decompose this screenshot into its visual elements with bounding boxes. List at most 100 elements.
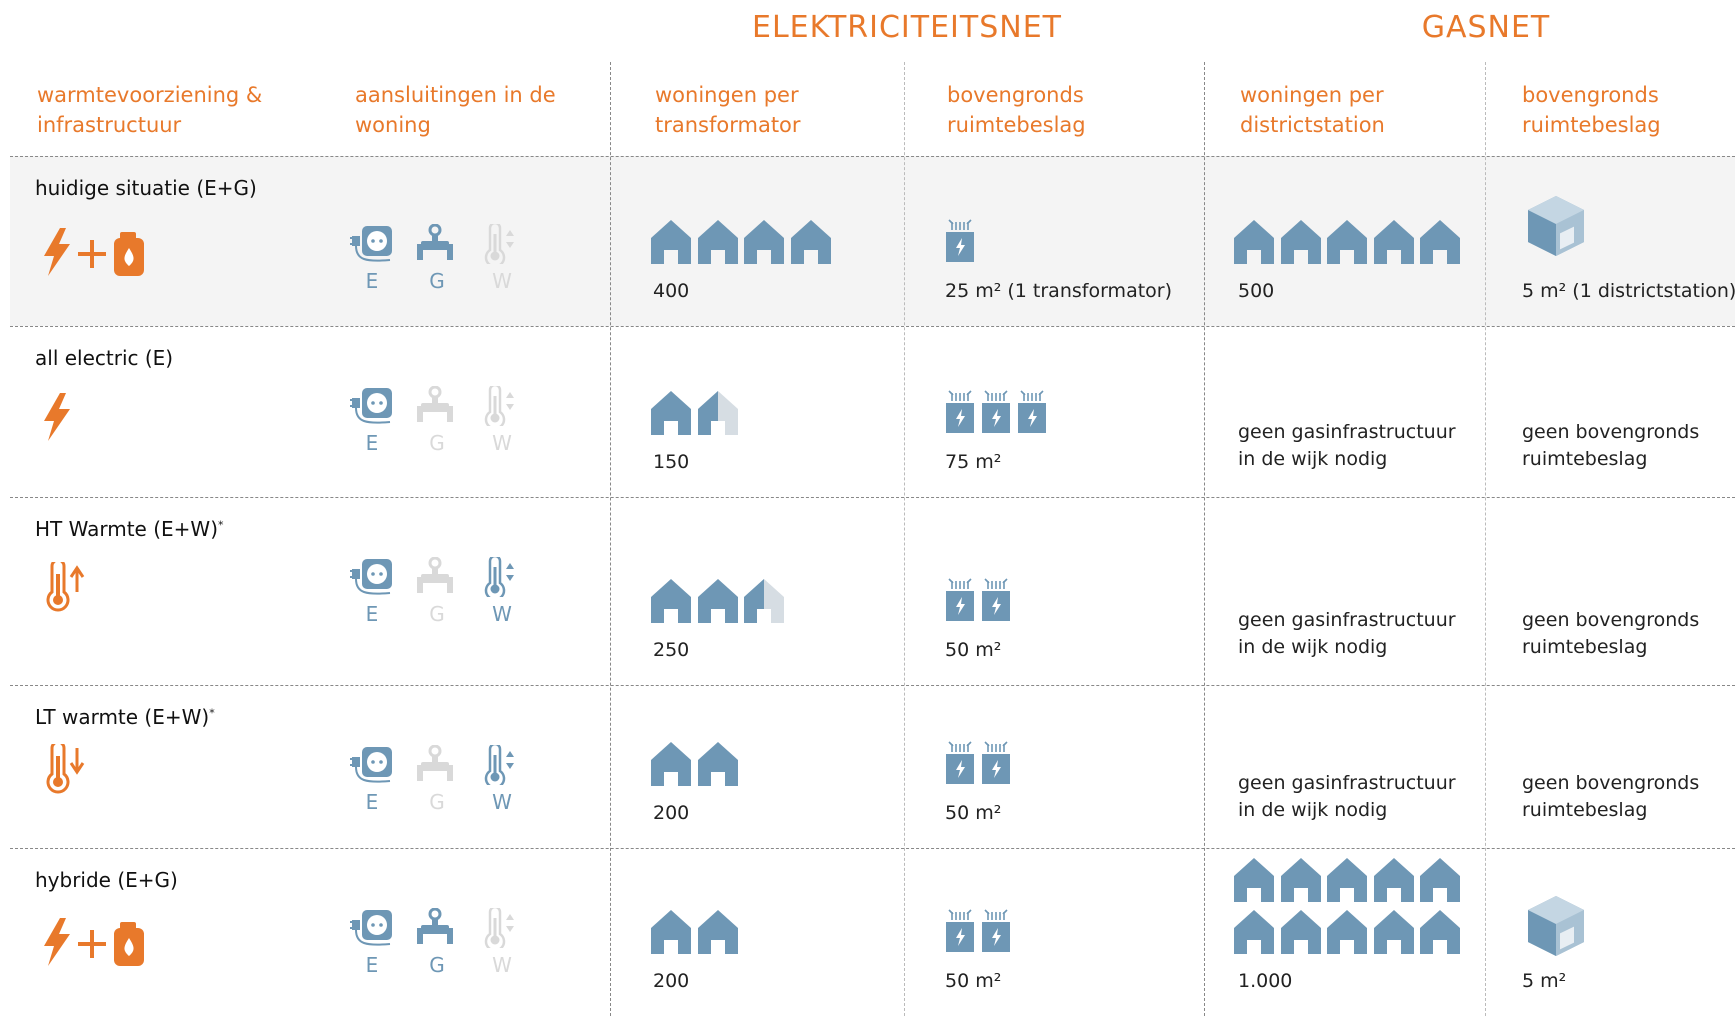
house-icon xyxy=(1420,910,1460,954)
connection-label: G xyxy=(417,602,457,626)
connection-icon xyxy=(480,908,524,948)
connection-icon xyxy=(480,224,524,264)
connection-label: G xyxy=(417,790,457,814)
transformer-icon xyxy=(944,908,976,954)
district-station-icon xyxy=(1526,896,1586,956)
transformer-icon xyxy=(980,908,1012,954)
connection-icon xyxy=(415,386,459,426)
row-name: HT Warmte (E+W)* xyxy=(35,517,224,541)
row-name: huidige situatie (E+G) xyxy=(35,176,257,200)
row-name: LT warmte (E+W)* xyxy=(35,705,215,729)
transformer-area: 50 m² xyxy=(945,970,1001,992)
transformer-area: 50 m² xyxy=(945,802,1001,824)
row-divider xyxy=(10,326,1735,327)
connection-label: G xyxy=(417,953,457,977)
house-icon xyxy=(651,391,691,435)
connection-icon xyxy=(350,908,394,948)
connection-label: E xyxy=(352,790,392,814)
homes-per-transformer: 200 xyxy=(653,970,689,992)
divider xyxy=(1204,62,1205,1016)
column-header: warmtevoorziening & infrastructuur xyxy=(37,80,287,140)
connection-label: E xyxy=(352,269,392,293)
connection-icon xyxy=(480,386,524,426)
house-icon xyxy=(1234,858,1274,902)
footnote-mark: * xyxy=(209,706,215,719)
house-icon xyxy=(1420,220,1460,264)
connection-label: G xyxy=(417,431,457,455)
transformer-icon xyxy=(944,577,976,623)
heat-up-icon xyxy=(44,562,88,612)
transformer-icon xyxy=(980,389,1012,435)
connection-icon xyxy=(350,224,394,264)
electric-gas-icon xyxy=(42,918,157,968)
house-icon xyxy=(744,220,784,264)
row-name: all electric (E) xyxy=(35,346,173,370)
district-station-icon xyxy=(1526,196,1586,256)
area-note: geen bovengronds ruimtebeslag xyxy=(1522,770,1722,824)
house-icon xyxy=(698,742,738,786)
transformer-icon xyxy=(1016,389,1048,435)
transformer-icon xyxy=(980,577,1012,623)
transformer-icon xyxy=(944,389,976,435)
connection-icon xyxy=(350,386,394,426)
homes-per-transformer: 150 xyxy=(653,451,689,473)
electric-gas-icon xyxy=(42,228,157,278)
connection-label: W xyxy=(482,953,522,977)
house-icon xyxy=(1374,910,1414,954)
connection-label: W xyxy=(482,790,522,814)
house-icon xyxy=(1374,220,1414,264)
area-note: geen bovengronds ruimtebeslag xyxy=(1522,607,1722,661)
homes-per-district-station: 500 xyxy=(1238,280,1274,302)
house-icon xyxy=(1281,220,1321,264)
house-icon xyxy=(698,391,738,435)
district-area: 5 m² (1 districtstation) xyxy=(1522,280,1735,302)
divider xyxy=(1485,62,1486,1016)
homes-per-transformer: 400 xyxy=(653,280,689,302)
area-note: geen bovengronds ruimtebeslag xyxy=(1522,419,1722,473)
homes-per-transformer: 200 xyxy=(653,802,689,824)
electric-icon xyxy=(42,393,82,443)
gas-note: geen gasinfrastructuur in de wijk nodig xyxy=(1238,770,1468,824)
connection-icon xyxy=(415,745,459,785)
connection-icon xyxy=(480,745,524,785)
house-icon xyxy=(1420,858,1460,902)
transformer-area: 25 m² (1 transformator) xyxy=(945,280,1172,302)
house-icon xyxy=(651,910,691,954)
connection-icon xyxy=(415,224,459,264)
connection-label: E xyxy=(352,953,392,977)
connection-label: G xyxy=(417,269,457,293)
transformer-icon xyxy=(944,740,976,786)
divider xyxy=(610,62,611,1016)
row-divider xyxy=(10,685,1735,686)
column-header: aansluitingen in de woning xyxy=(355,80,585,140)
connection-icon xyxy=(415,908,459,948)
page: ELEKTRICITEITSNET GASNET warmtevoorzieni… xyxy=(0,0,1735,1016)
column-header: bovengronds ruimtebeslag xyxy=(1522,80,1692,140)
house-icon xyxy=(1327,858,1367,902)
group-title: ELEKTRICITEITSNET xyxy=(707,10,1107,45)
house-icon xyxy=(1374,858,1414,902)
house-icon xyxy=(1327,910,1367,954)
row-divider xyxy=(10,156,1735,157)
house-icon xyxy=(698,220,738,264)
house-icon xyxy=(651,220,691,264)
house-icon xyxy=(791,220,831,264)
connection-icon xyxy=(350,745,394,785)
row-divider xyxy=(10,848,1735,849)
transformer-icon xyxy=(980,740,1012,786)
house-icon xyxy=(651,742,691,786)
homes-per-district-station: 1.000 xyxy=(1238,970,1292,992)
house-icon xyxy=(1234,910,1274,954)
connection-label: E xyxy=(352,431,392,455)
house-icon xyxy=(1327,220,1367,264)
district-area: 5 m² xyxy=(1522,970,1566,992)
connection-icon xyxy=(480,557,524,597)
column-header: woningen per transformator xyxy=(655,80,845,140)
column-header: woningen per districtstation xyxy=(1240,80,1430,140)
connection-label: E xyxy=(352,602,392,626)
house-icon xyxy=(651,579,691,623)
divider xyxy=(904,62,905,1016)
gas-note: geen gasinfrastructuur in de wijk nodig xyxy=(1238,607,1468,661)
connection-label: W xyxy=(482,431,522,455)
house-icon xyxy=(1234,220,1274,264)
